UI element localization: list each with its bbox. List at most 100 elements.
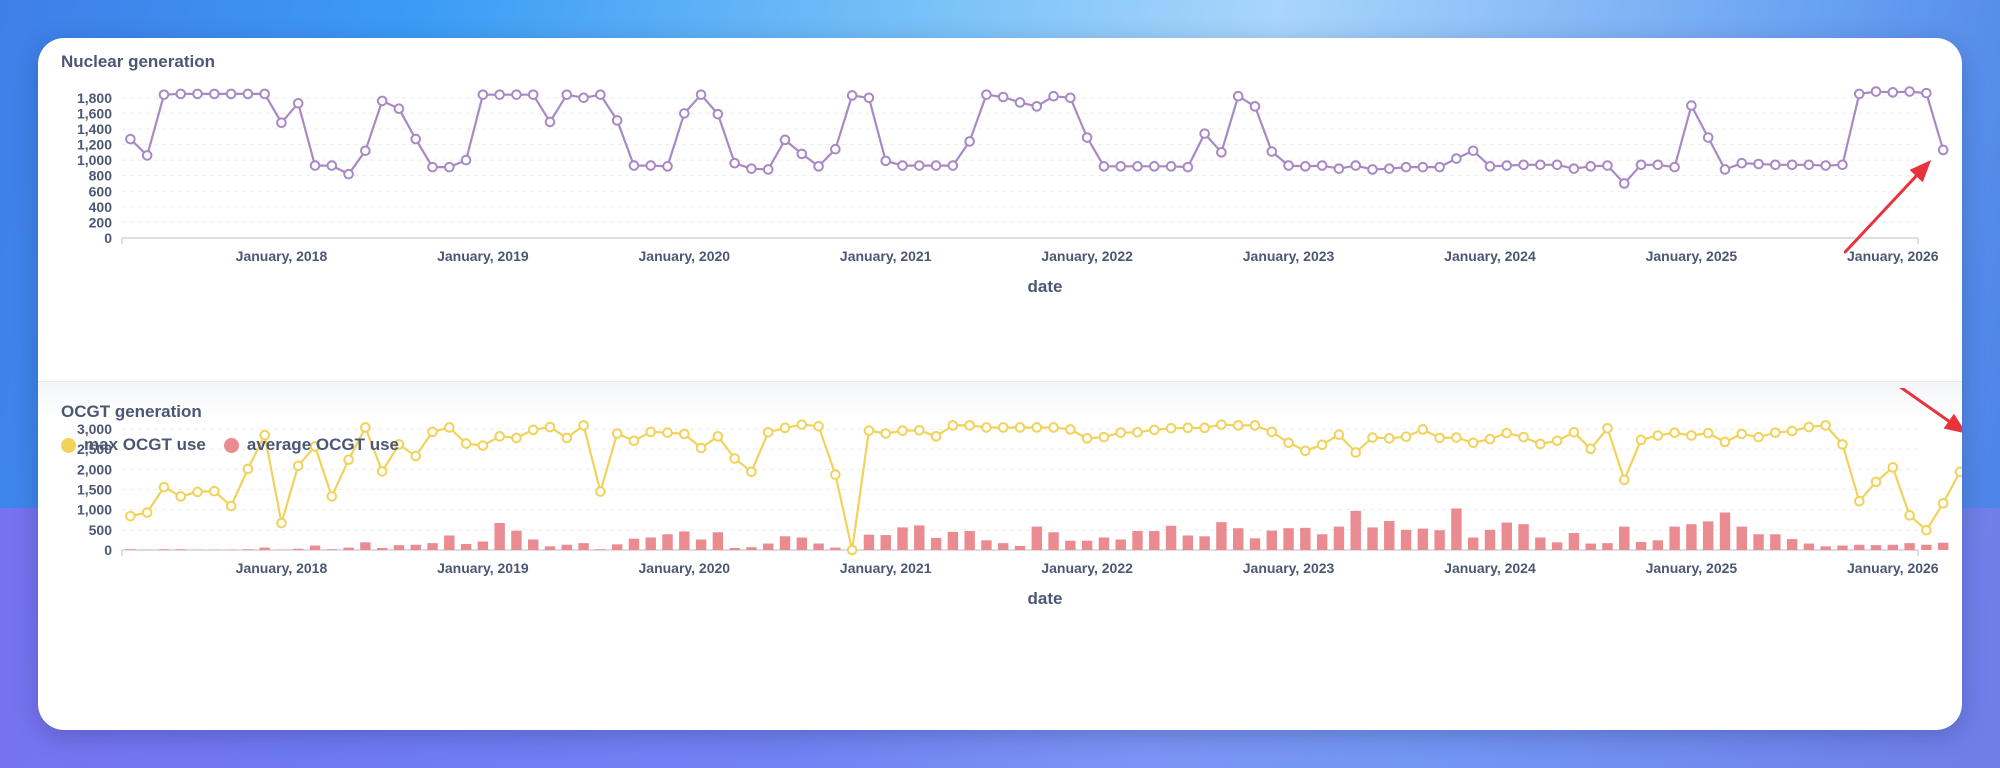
bar[interactable] xyxy=(1367,527,1378,550)
data-point[interactable] xyxy=(1350,447,1362,458)
data-point[interactable] xyxy=(494,431,505,442)
bar[interactable] xyxy=(1165,525,1177,550)
bar[interactable] xyxy=(763,543,774,550)
bar[interactable] xyxy=(830,547,841,550)
data-point[interactable] xyxy=(1451,432,1462,443)
data-point[interactable] xyxy=(796,148,808,160)
data-point[interactable] xyxy=(1753,431,1764,443)
bar[interactable] xyxy=(1233,528,1244,550)
bar[interactable] xyxy=(914,525,925,550)
data-point[interactable] xyxy=(1182,161,1194,173)
data-point[interactable] xyxy=(1417,161,1429,173)
data-point[interactable] xyxy=(1098,431,1110,443)
data-point[interactable] xyxy=(1467,437,1479,449)
data-point[interactable] xyxy=(1199,422,1210,434)
bar[interactable] xyxy=(1937,542,1949,550)
data-point[interactable] xyxy=(242,463,254,475)
data-point[interactable] xyxy=(561,432,573,444)
bar[interactable] xyxy=(343,547,354,550)
bar[interactable] xyxy=(477,541,489,550)
data-point[interactable] xyxy=(1887,462,1899,473)
data-point[interactable] xyxy=(1635,159,1647,171)
bar[interactable] xyxy=(1216,522,1227,550)
bar[interactable] xyxy=(1316,534,1328,550)
bar[interactable] xyxy=(1837,545,1848,550)
bar[interactable] xyxy=(1014,545,1026,550)
bar[interactable] xyxy=(1904,543,1915,550)
bar[interactable] xyxy=(1786,539,1798,550)
bar[interactable] xyxy=(1434,530,1445,550)
bar[interactable] xyxy=(460,543,472,550)
data-point[interactable] xyxy=(1652,430,1664,441)
data-point[interactable] xyxy=(1686,100,1697,111)
bar[interactable] xyxy=(1736,526,1747,550)
bar[interactable] xyxy=(1115,539,1126,550)
data-point[interactable] xyxy=(141,150,153,161)
bar[interactable] xyxy=(1921,544,1932,550)
data-point[interactable] xyxy=(292,460,304,472)
data-point[interactable] xyxy=(259,88,270,100)
data-point[interactable] xyxy=(410,133,422,145)
data-point[interactable] xyxy=(695,442,707,454)
bar[interactable] xyxy=(880,535,891,550)
data-point[interactable] xyxy=(1081,433,1093,444)
bar[interactable] xyxy=(930,537,942,550)
data-point[interactable] xyxy=(1216,147,1227,158)
data-point[interactable] xyxy=(1652,159,1664,171)
data-point[interactable] xyxy=(746,466,757,478)
bar[interactable] xyxy=(209,549,220,551)
data-point[interactable] xyxy=(981,89,992,100)
data-point[interactable] xyxy=(1417,424,1429,435)
data-point[interactable] xyxy=(309,441,321,452)
data-point[interactable] xyxy=(1148,424,1160,436)
data-point[interactable] xyxy=(1535,438,1546,450)
data-point[interactable] xyxy=(678,428,690,440)
data-point[interactable] xyxy=(1837,159,1848,171)
bar[interactable] xyxy=(1384,520,1395,550)
bar[interactable] xyxy=(1870,545,1882,550)
data-point[interactable] xyxy=(863,92,875,104)
data-point[interactable] xyxy=(1551,435,1563,447)
data-point[interactable] xyxy=(813,420,824,432)
data-point[interactable] xyxy=(1551,159,1563,171)
data-point[interactable] xyxy=(729,157,740,169)
data-point[interactable] xyxy=(1770,159,1781,171)
data-point[interactable] xyxy=(427,161,438,173)
data-point[interactable] xyxy=(1921,87,1932,99)
bar[interactable] xyxy=(1132,531,1143,550)
data-point[interactable] xyxy=(762,426,774,438)
data-point[interactable] xyxy=(578,420,589,431)
bar[interactable] xyxy=(376,547,388,550)
data-point[interactable] xyxy=(678,108,690,119)
data-point[interactable] xyxy=(1434,432,1445,444)
data-point[interactable] xyxy=(997,91,1009,103)
bar[interactable] xyxy=(578,543,589,550)
data-point[interactable] xyxy=(1484,161,1496,172)
bar[interactable] xyxy=(981,540,992,550)
data-point[interactable] xyxy=(1350,160,1362,171)
data-point[interactable] xyxy=(544,421,556,433)
data-point[interactable] xyxy=(360,422,371,433)
data-point[interactable] xyxy=(1300,161,1311,172)
bar[interactable] xyxy=(544,546,556,550)
data-point[interactable] xyxy=(1669,427,1680,438)
bar[interactable] xyxy=(1585,543,1596,550)
bar[interactable] xyxy=(796,537,807,550)
bar[interactable] xyxy=(1501,522,1512,550)
data-point[interactable] xyxy=(846,544,858,556)
data-point[interactable] xyxy=(1182,422,1194,434)
data-point[interactable] xyxy=(1367,432,1378,443)
data-point[interactable] xyxy=(1031,101,1043,112)
data-point[interactable] xyxy=(444,161,455,173)
bar[interactable] xyxy=(1619,526,1630,550)
bar[interactable] xyxy=(1669,526,1680,550)
data-point[interactable] xyxy=(1333,163,1345,174)
data-point[interactable] xyxy=(1803,159,1815,171)
bar[interactable] xyxy=(1803,543,1815,550)
bar[interactable] xyxy=(1854,544,1865,550)
data-point[interactable] xyxy=(1837,439,1848,450)
data-point[interactable] xyxy=(1786,425,1798,437)
data-point[interactable] xyxy=(1921,524,1932,536)
data-point[interactable] xyxy=(662,427,673,438)
bar[interactable] xyxy=(410,544,421,550)
